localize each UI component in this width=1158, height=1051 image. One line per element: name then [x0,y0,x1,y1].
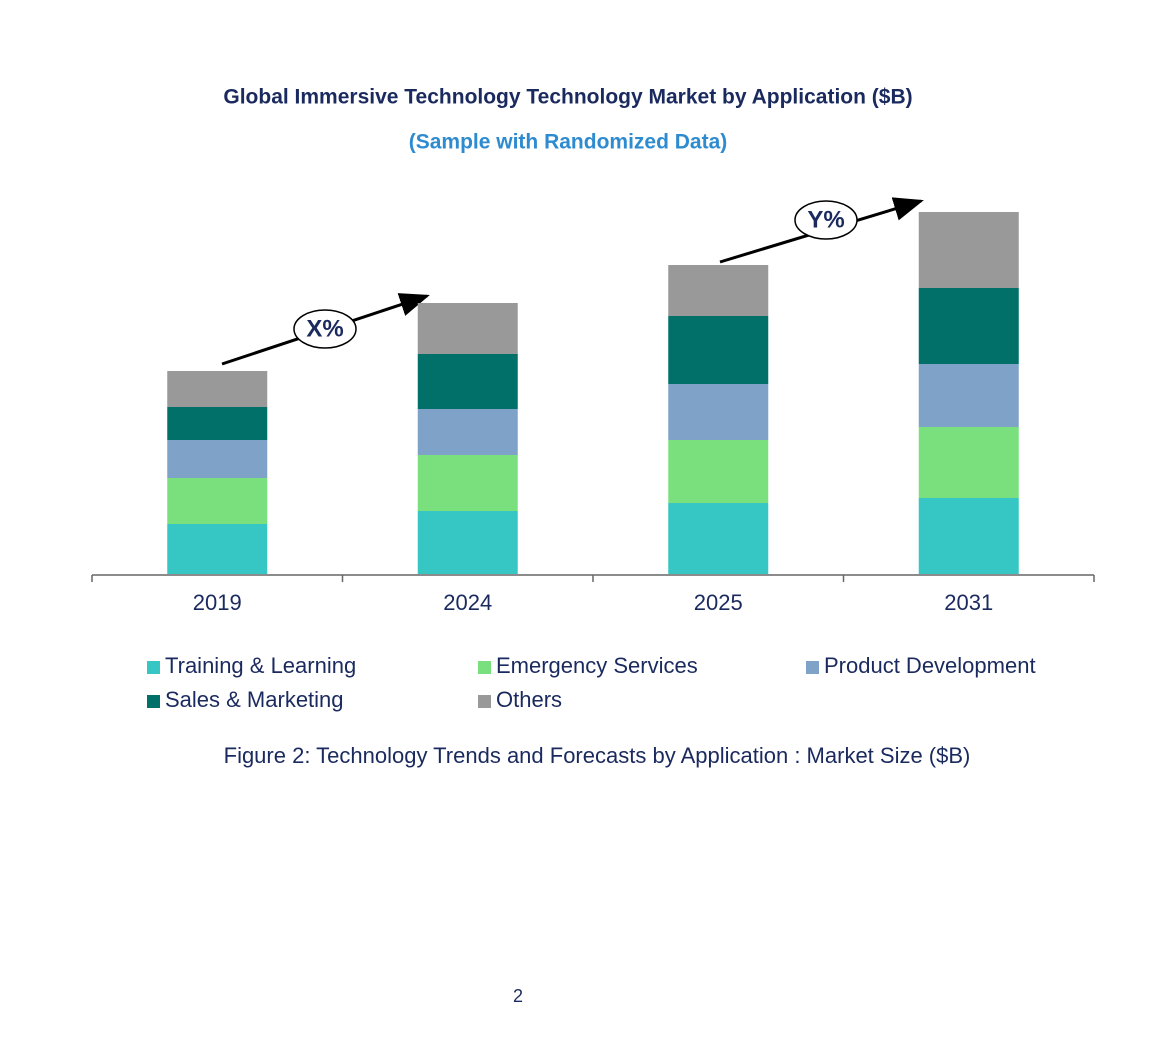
bar-segment [417,303,518,354]
legend-label: Training & Learning [165,653,356,678]
chart-title: Global Immersive Technology Technology M… [223,86,912,109]
x-tick-label: 2025 [694,590,743,615]
bar-segment [918,498,1019,574]
annotation: X% [306,315,343,342]
bar-segment [668,265,769,316]
legend-swatch [478,661,491,674]
x-tick-label: 2024 [443,590,492,615]
bar-segment [417,455,518,511]
bar-segment [668,384,769,440]
bar-segment [417,409,518,455]
legend-swatch [147,695,160,708]
page-number: 2 [513,986,523,1006]
legend-swatch [806,661,819,674]
legend-label: Product Development [824,653,1036,678]
bar-segment [918,212,1019,288]
x-tick-label: 2019 [193,590,242,615]
bar-segment [167,524,268,574]
bar-segment [668,440,769,503]
legend-swatch [478,695,491,708]
bar-segment [668,503,769,574]
legend-swatch [147,661,160,674]
bar-segment [918,288,1019,364]
bar-segment [918,364,1019,427]
bar-segment [167,440,268,478]
bar-segment [417,511,518,574]
bar-segment [167,371,268,407]
chart-subtitle: (Sample with Randomized Data) [409,131,728,154]
bar-segment [668,316,769,384]
bar-segment [417,354,518,409]
x-tick-label: 2031 [944,590,993,615]
legend-label: Emergency Services [496,653,698,678]
bar-segment [167,407,268,440]
annotation: Y% [807,206,844,233]
bar-segment [167,478,268,524]
annotation-bubble [293,309,357,349]
caption: Figure 2: Technology Trends and Forecast… [224,743,971,768]
annotation-bubble [794,200,858,240]
bar-segment [918,427,1019,498]
legend-label: Sales & Marketing [165,687,344,712]
legend-label: Others [496,687,562,712]
